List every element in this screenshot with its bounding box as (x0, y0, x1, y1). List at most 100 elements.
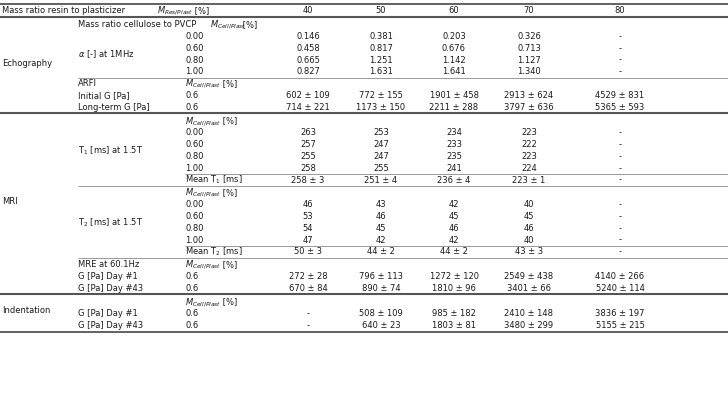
Text: 640 ± 23: 640 ± 23 (362, 321, 400, 330)
Text: -: - (306, 310, 309, 318)
Text: 0.203: 0.203 (442, 32, 466, 41)
Text: 222: 222 (521, 140, 537, 149)
Text: 0.60: 0.60 (185, 44, 204, 53)
Text: 42: 42 (448, 236, 459, 245)
Text: 2410 ± 148: 2410 ± 148 (505, 310, 553, 318)
Text: G [Pa] Day #1: G [Pa] Day #1 (78, 310, 138, 318)
Text: 1.127: 1.127 (517, 56, 541, 65)
Text: 47: 47 (303, 236, 313, 245)
Text: 2211 ± 288: 2211 ± 288 (430, 103, 478, 112)
Text: Mean T$_2$ [ms]: Mean T$_2$ [ms] (185, 246, 242, 258)
Text: [%]: [%] (220, 188, 237, 198)
Text: Initial G [Pa]: Initial G [Pa] (78, 91, 130, 100)
Text: 5365 ± 593: 5365 ± 593 (596, 103, 644, 112)
Text: 0.80: 0.80 (185, 224, 204, 233)
Text: 0.458: 0.458 (296, 44, 320, 53)
Text: 255: 255 (373, 164, 389, 173)
Text: $\alpha$ [-] at 1MHz: $\alpha$ [-] at 1MHz (78, 48, 135, 60)
Text: 0.6: 0.6 (185, 310, 198, 318)
Text: -: - (619, 128, 622, 138)
Text: 251 ± 4: 251 ± 4 (365, 176, 397, 185)
Text: $M_{Cell/Plast}$: $M_{Cell/Plast}$ (185, 296, 221, 308)
Text: Mean T$_1$ [ms]: Mean T$_1$ [ms] (185, 174, 242, 186)
Text: 43 ± 3: 43 ± 3 (515, 248, 543, 256)
Text: 46: 46 (448, 224, 459, 233)
Text: 60: 60 (448, 6, 459, 15)
Text: 0.80: 0.80 (185, 152, 204, 161)
Text: 0.146: 0.146 (296, 32, 320, 41)
Text: 1.340: 1.340 (517, 68, 541, 76)
Text: 44 ± 2: 44 ± 2 (440, 248, 468, 256)
Text: 0.6: 0.6 (185, 284, 198, 293)
Text: 46: 46 (523, 224, 534, 233)
Text: 1.631: 1.631 (369, 68, 393, 76)
Text: 4140 ± 266: 4140 ± 266 (596, 272, 644, 281)
Text: 233: 233 (446, 140, 462, 149)
Text: $M_{Cell/Plast}$: $M_{Cell/Plast}$ (185, 115, 221, 128)
Text: 1.142: 1.142 (442, 56, 466, 65)
Text: Mass ratio cellulose to PVCP: Mass ratio cellulose to PVCP (78, 20, 199, 29)
Text: 46: 46 (376, 212, 387, 221)
Text: Mass ratio resin to plasticizer: Mass ratio resin to plasticizer (2, 6, 127, 15)
Text: 0.665: 0.665 (296, 56, 320, 65)
Text: 53: 53 (303, 212, 313, 221)
Text: 0.381: 0.381 (369, 32, 393, 41)
Text: 0.676: 0.676 (442, 44, 466, 53)
Text: 1.641: 1.641 (442, 68, 466, 76)
Text: -: - (619, 32, 622, 41)
Text: 40: 40 (523, 236, 534, 245)
Text: T$_2$ [ms] at 1.5T: T$_2$ [ms] at 1.5T (78, 216, 143, 229)
Text: 236 ± 4: 236 ± 4 (438, 176, 471, 185)
Text: 45: 45 (448, 212, 459, 221)
Text: $M_{Cell/Plast}$: $M_{Cell/Plast}$ (185, 77, 221, 90)
Text: 0.6: 0.6 (185, 103, 198, 112)
Text: T$_1$ [ms] at 1.5T: T$_1$ [ms] at 1.5T (78, 144, 143, 157)
Text: 0.00: 0.00 (185, 128, 203, 138)
Text: 253: 253 (373, 128, 389, 138)
Text: -: - (619, 236, 622, 245)
Text: 263: 263 (300, 128, 316, 138)
Text: $M_{Cell/Plast}$: $M_{Cell/Plast}$ (210, 18, 247, 31)
Text: 258 ± 3: 258 ± 3 (291, 176, 325, 185)
Text: [%]: [%] (220, 117, 237, 126)
Text: [%]: [%] (192, 6, 209, 15)
Text: 1810 ± 96: 1810 ± 96 (432, 284, 476, 293)
Text: -: - (619, 212, 622, 221)
Text: 890 ± 74: 890 ± 74 (362, 284, 400, 293)
Text: 5155 ± 215: 5155 ± 215 (596, 321, 644, 330)
Text: 714 ± 221: 714 ± 221 (286, 103, 330, 112)
Text: 235: 235 (446, 152, 462, 161)
Text: -: - (619, 44, 622, 53)
Text: 3836 ± 197: 3836 ± 197 (596, 310, 645, 318)
Text: Long-term G [Pa]: Long-term G [Pa] (78, 103, 150, 112)
Text: 247: 247 (373, 140, 389, 149)
Text: 223 ± 1: 223 ± 1 (513, 176, 545, 185)
Text: 40: 40 (523, 200, 534, 209)
Text: 3797 ± 636: 3797 ± 636 (505, 103, 554, 112)
Text: 0.6: 0.6 (185, 91, 198, 100)
Text: -: - (619, 224, 622, 233)
Text: 772 ± 155: 772 ± 155 (359, 91, 403, 100)
Text: -: - (619, 248, 622, 256)
Text: 241: 241 (446, 164, 462, 173)
Text: 0.713: 0.713 (517, 44, 541, 53)
Text: 40: 40 (303, 6, 313, 15)
Text: -: - (619, 140, 622, 149)
Text: 272 ± 28: 272 ± 28 (289, 272, 328, 281)
Text: 3480 ± 299: 3480 ± 299 (505, 321, 553, 330)
Text: $M_{Cell/Plast}$: $M_{Cell/Plast}$ (185, 186, 221, 199)
Text: -: - (619, 200, 622, 209)
Text: 50: 50 (376, 6, 387, 15)
Text: 247: 247 (373, 152, 389, 161)
Text: 42: 42 (448, 200, 459, 209)
Text: 0.60: 0.60 (185, 140, 204, 149)
Text: -: - (619, 176, 622, 185)
Text: G [Pa] Day #43: G [Pa] Day #43 (78, 321, 143, 330)
Text: MRE at 60.1Hz: MRE at 60.1Hz (78, 260, 139, 269)
Text: [%]: [%] (220, 260, 237, 269)
Text: 45: 45 (376, 224, 387, 233)
Text: 44 ± 2: 44 ± 2 (367, 248, 395, 256)
Text: 70: 70 (523, 6, 534, 15)
Text: [%]: [%] (220, 298, 237, 307)
Text: 80: 80 (614, 6, 625, 15)
